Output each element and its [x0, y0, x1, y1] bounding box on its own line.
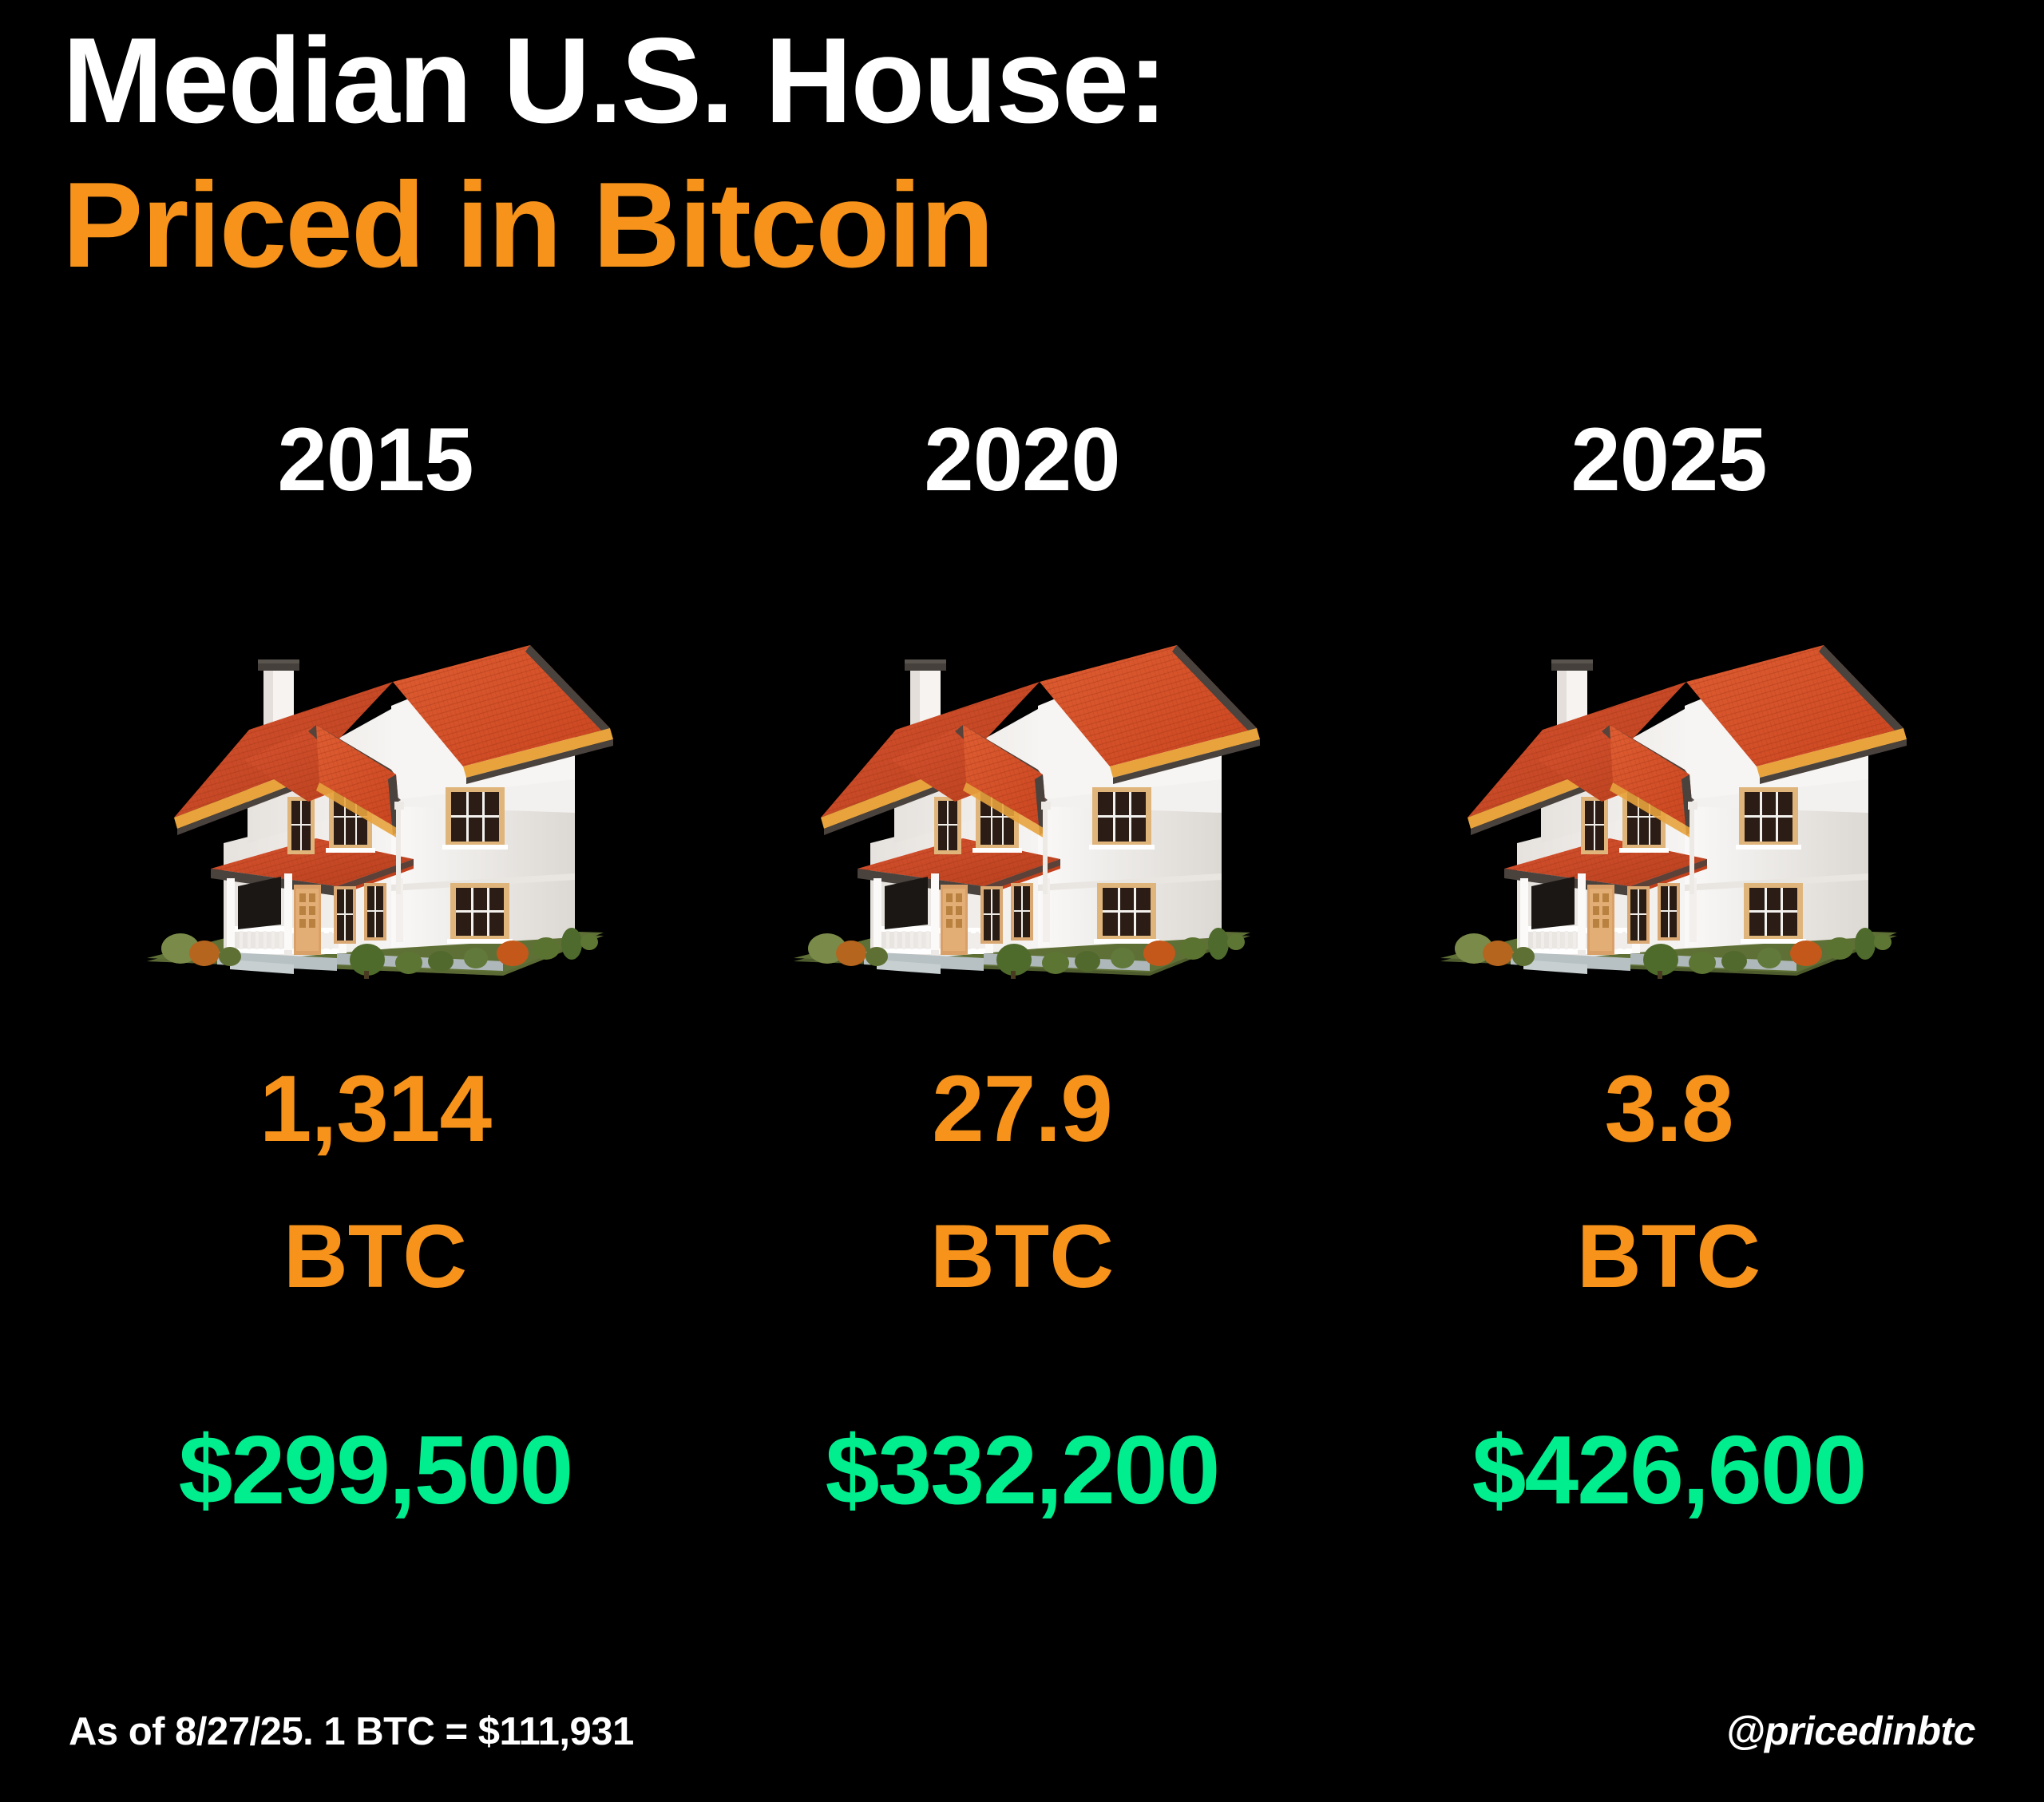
footer-handle: @pricedinbtc — [1725, 1709, 1976, 1753]
comparison-column-2025: 2025 — [1365, 415, 1972, 1519]
footer-source-note: As of 8/27/25. 1 BTC = $111,931 — [69, 1710, 634, 1753]
usd-value: $299,500 — [178, 1416, 574, 1524]
house-illustration — [759, 605, 1285, 988]
comparison-columns: 2015 — [0, 415, 2044, 1629]
house-illustration — [112, 605, 639, 988]
btc-value: 1,314 — [259, 1056, 492, 1162]
title-line-primary: Median U.S. House: — [62, 13, 1168, 149]
house-icon — [794, 645, 1260, 979]
year-label: 2020 — [924, 410, 1120, 509]
comparison-column-2020: 2020 — [719, 415, 1325, 1519]
footer: As of 8/27/25. 1 BTC = $111,931 @pricedi… — [0, 1708, 2044, 1754]
house-illustration — [1405, 605, 1932, 988]
page-title: Median U.S. House: Priced in Bitcoin — [62, 13, 1659, 294]
usd-value: $332,200 — [825, 1416, 1221, 1524]
year-label: 2025 — [1571, 410, 1767, 509]
btc-unit-label: BTC — [929, 1206, 1115, 1306]
btc-unit-label: BTC — [1576, 1206, 1761, 1306]
btc-unit-label: BTC — [283, 1206, 468, 1306]
btc-value: 27.9 — [932, 1056, 1113, 1162]
house-icon — [1440, 645, 1907, 979]
usd-value: $426,600 — [1472, 1416, 1868, 1524]
title-line-accent: Priced in Bitcoin — [62, 157, 994, 294]
comparison-column-2015: 2015 — [72, 415, 679, 1519]
btc-value: 3.8 — [1604, 1056, 1733, 1162]
year-label: 2015 — [277, 410, 473, 509]
house-icon — [147, 645, 613, 979]
